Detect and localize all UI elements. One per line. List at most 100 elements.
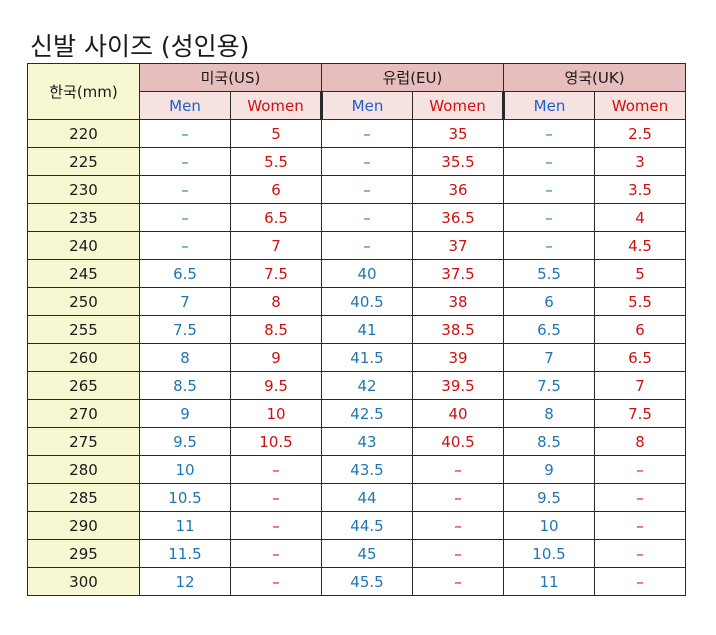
table-row: 235–6.5–36.5–4: [27, 203, 686, 232]
eu-men-cell: –: [321, 147, 413, 176]
eu-men-cell: 40.5: [321, 287, 413, 316]
korea-size-cell: 225: [27, 147, 140, 176]
korea-size-cell: 245: [27, 259, 140, 288]
table-row: 280 10–43.5–9–: [27, 455, 686, 484]
uk-women-cell: 5.5: [594, 287, 686, 316]
eu-women-cell: –: [412, 455, 504, 484]
table-row: 245 6.5 7.5 40 37.5 5.5 5: [27, 259, 686, 288]
us-men-cell: 9.5: [139, 427, 231, 456]
us-men-header: Men: [139, 91, 231, 120]
korea-size-cell: 265: [27, 371, 140, 400]
uk-men-cell: 10.5: [503, 539, 595, 568]
uk-men-cell: 9.5: [503, 483, 595, 512]
region-header-eu: 유럽(EU): [321, 63, 504, 92]
uk-men-cell: 6.5: [503, 315, 595, 344]
us-men-cell: 12: [139, 567, 231, 596]
uk-women-cell: 2.5: [594, 119, 686, 148]
us-men-cell: 10.5: [139, 483, 231, 512]
eu-men-cell: 40: [321, 259, 413, 288]
us-men-cell: 6.5: [139, 259, 231, 288]
us-men-cell: –: [139, 147, 231, 176]
uk-men-cell: 6: [503, 287, 595, 316]
uk-men-cell: –: [503, 119, 595, 148]
uk-women-cell: 4.5: [594, 231, 686, 260]
eu-men-cell: 45.5: [321, 567, 413, 596]
page-title: 신발 사이즈 (성인용): [30, 32, 250, 61]
uk-men-header: Men: [502, 91, 595, 120]
eu-men-header: Men: [320, 91, 413, 120]
table-row: 290 11–44.5–10–: [27, 511, 686, 540]
eu-men-cell: –: [321, 175, 413, 204]
us-men-cell: 10: [139, 455, 231, 484]
uk-women-cell: 5: [594, 259, 686, 288]
region-header-us: 미국(US): [139, 63, 322, 92]
uk-women-cell: –: [594, 567, 686, 596]
eu-women-cell: 35: [412, 119, 504, 148]
uk-women-header: Women: [594, 91, 686, 120]
table-row: 255 7.5 8.5 41 38.5 6.5 6: [27, 315, 686, 344]
korea-size-header: 한국(mm): [27, 63, 140, 120]
korea-size-cell: 235: [27, 203, 140, 232]
us-men-cell: 11.5: [139, 539, 231, 568]
korea-size-cell: 280: [27, 455, 140, 484]
uk-women-cell: 8: [594, 427, 686, 456]
eu-women-cell: –: [412, 483, 504, 512]
korea-size-cell: 250: [27, 287, 140, 316]
uk-women-cell: –: [594, 511, 686, 540]
us-men-cell: 8.5: [139, 371, 231, 400]
eu-women-cell: 36.5: [412, 203, 504, 232]
us-women-cell: –: [230, 539, 322, 568]
table-row: 260 8 9 41.5 39 7 6.5: [27, 343, 686, 372]
uk-women-cell: 3.5: [594, 175, 686, 204]
us-men-cell: 7.5: [139, 315, 231, 344]
region-header-uk: 영국(UK): [503, 63, 686, 92]
korea-size-cell: 285: [27, 483, 140, 512]
us-men-cell: –: [139, 119, 231, 148]
uk-men-cell: 10: [503, 511, 595, 540]
korea-size-cell: 290: [27, 511, 140, 540]
eu-women-cell: 40: [412, 399, 504, 428]
eu-men-cell: 42.5: [321, 399, 413, 428]
us-women-cell: 5.5: [230, 147, 322, 176]
eu-women-cell: 37.5: [412, 259, 504, 288]
us-women-cell: 10: [230, 399, 322, 428]
us-women-cell: 10.5: [230, 427, 322, 456]
us-women-cell: –: [230, 483, 322, 512]
shoe-size-table: 한국(mm) 미국(US) 유럽(EU) 영국(UK) Men Women Me…: [27, 63, 686, 596]
table-row: 275 9.5 10.5 43 40.5 8.5 8: [27, 427, 686, 456]
us-women-cell: –: [230, 455, 322, 484]
korea-size-cell: 230: [27, 175, 140, 204]
table-row: 230–6–36–3.5: [27, 175, 686, 204]
us-women-cell: 6: [230, 175, 322, 204]
uk-men-cell: –: [503, 175, 595, 204]
eu-men-cell: 41.5: [321, 343, 413, 372]
us-women-cell: 8: [230, 287, 322, 316]
uk-men-cell: –: [503, 231, 595, 260]
table-row: 225–5.5–35.5–3: [27, 147, 686, 176]
eu-men-cell: 44.5: [321, 511, 413, 540]
us-women-cell: 7.5: [230, 259, 322, 288]
eu-women-cell: 37: [412, 231, 504, 260]
table-row: 285 10.5–44–9.5–: [27, 483, 686, 512]
uk-men-cell: 11: [503, 567, 595, 596]
eu-men-cell: 44: [321, 483, 413, 512]
us-men-cell: –: [139, 231, 231, 260]
eu-women-cell: –: [412, 567, 504, 596]
korea-size-cell: 255: [27, 315, 140, 344]
us-women-header: Women: [230, 91, 322, 120]
us-women-cell: 6.5: [230, 203, 322, 232]
korea-size-cell: 300: [27, 567, 140, 596]
eu-men-cell: 42: [321, 371, 413, 400]
uk-men-cell: –: [503, 147, 595, 176]
uk-men-cell: 5.5: [503, 259, 595, 288]
table-row: 265 8.5 9.5 42 39.5 7.5 7: [27, 371, 686, 400]
korea-size-cell: 295: [27, 539, 140, 568]
eu-men-cell: 43: [321, 427, 413, 456]
table-row: 220–5–35–2.5: [27, 119, 686, 148]
eu-women-cell: 39: [412, 343, 504, 372]
uk-women-cell: 4: [594, 203, 686, 232]
eu-women-cell: –: [412, 539, 504, 568]
korea-size-cell: 270: [27, 399, 140, 428]
eu-men-cell: 41: [321, 315, 413, 344]
us-men-cell: 9: [139, 399, 231, 428]
